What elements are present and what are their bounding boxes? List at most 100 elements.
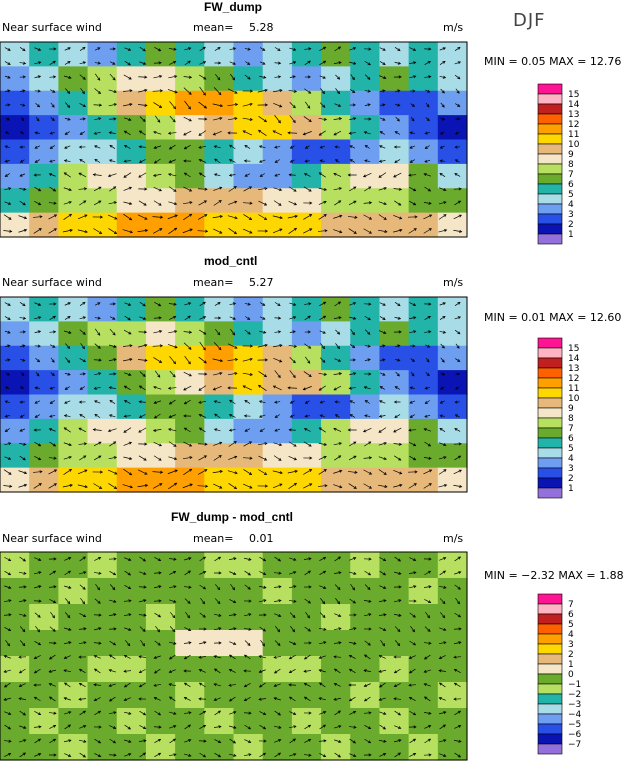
heatmap-cell: [408, 552, 439, 579]
wind-arrow: [258, 739, 267, 743]
colorbar-tick-label: 1: [568, 660, 574, 670]
heatmap-cell: [29, 297, 59, 322]
wind-arrow: [138, 585, 147, 589]
wind-arrow: [184, 724, 192, 730]
heatmap-cell: [350, 66, 381, 92]
colorbar-swatch: [537, 663, 563, 675]
wind-arrow: [94, 413, 101, 418]
wind-arrow: [20, 344, 26, 348]
wind-arrow: [363, 228, 373, 234]
wind-arrow: [259, 752, 267, 758]
wind-arrow: [138, 130, 146, 136]
wind-arrow: [379, 682, 386, 688]
map-frame: [0, 41, 468, 238]
heatmap-cell: [321, 467, 351, 493]
wind-arrow: [77, 229, 88, 234]
wind-arrow: [214, 61, 222, 65]
heatmap-cell: [29, 188, 59, 214]
wind-arrow: [439, 330, 447, 334]
variable-label: Near surface wind: [2, 276, 102, 289]
wind-arrow: [139, 371, 146, 377]
wind-arrow: [167, 386, 177, 390]
colorbar-swatch: [537, 653, 563, 665]
wind-arrow: [138, 400, 146, 404]
wind-arrow: [4, 330, 11, 334]
wind-arrow: [348, 725, 357, 729]
wind-arrow: [4, 400, 10, 404]
wind-arrow: [33, 696, 41, 702]
wind-arrow: [35, 102, 41, 108]
wind-arrow: [318, 172, 326, 178]
wind-arrow: [304, 343, 312, 349]
wind-arrow: [424, 131, 430, 135]
wind-arrow: [154, 46, 162, 52]
wind-arrow: [198, 682, 206, 688]
wind-arrow: [228, 186, 237, 192]
wind-arrow: [93, 655, 101, 659]
wind-arrow: [153, 400, 162, 404]
colorbar-tick-label: 15: [568, 344, 579, 354]
heatmap-cell: [145, 418, 176, 444]
wind-arrow: [364, 74, 371, 80]
wind-arrow: [79, 103, 87, 107]
heatmap-cell: [29, 321, 59, 347]
wind-arrow: [334, 752, 342, 758]
wind-arrow: [228, 200, 238, 205]
wind-arrow: [394, 47, 401, 52]
wind-arrow: [333, 668, 341, 674]
wind-arrow: [153, 668, 161, 674]
wind-arrow: [183, 172, 191, 178]
wind-arrow: [4, 752, 12, 757]
wind-arrow: [257, 88, 268, 93]
wind-arrow: [19, 626, 26, 633]
wind-arrow: [273, 655, 282, 659]
map-frame: [0, 296, 468, 493]
heatmap-cell: [175, 578, 205, 605]
wind-arrow: [274, 556, 282, 562]
wind-arrow: [409, 75, 417, 79]
wind-arrow: [184, 627, 192, 632]
heatmap-cell: [58, 345, 89, 371]
wind-arrow: [439, 315, 446, 320]
wind-arrow: [63, 682, 71, 688]
wind-arrow: [303, 228, 313, 234]
wind-arrow: [20, 358, 26, 362]
heatmap-cell: [29, 163, 59, 189]
wind-arrow: [319, 641, 327, 645]
heatmap-cell: [116, 163, 147, 189]
wind-arrow: [107, 214, 118, 220]
wind-arrow: [378, 172, 387, 178]
wind-arrow: [168, 482, 178, 490]
heatmap-cell: [87, 66, 118, 92]
wind-arrow: [378, 739, 387, 743]
wind-arrow: [78, 442, 88, 446]
wind-arrow: [304, 400, 310, 404]
wind-arrow: [423, 696, 431, 702]
wind-arrow: [19, 455, 26, 461]
wind-arrow: [4, 682, 11, 688]
wind-arrow: [34, 131, 40, 135]
wind-arrow: [409, 386, 415, 390]
wind-arrow: [154, 301, 162, 307]
wind-arrow: [138, 187, 148, 191]
wind-arrow: [394, 710, 402, 716]
wind-arrow: [364, 584, 371, 590]
wind-arrow: [304, 145, 310, 149]
wind-arrow: [4, 724, 12, 730]
colorbar-tick-label: 10: [568, 140, 580, 150]
wind-arrow: [34, 159, 40, 163]
heatmap-cell: [29, 345, 59, 371]
wind-arrow: [349, 738, 357, 744]
wind-arrow: [333, 484, 343, 489]
wind-arrow: [273, 697, 281, 701]
wind-arrow: [349, 145, 356, 149]
heatmap-cell: [350, 321, 381, 347]
wind-arrow: [380, 344, 386, 348]
heatmap-cell: [58, 578, 89, 605]
heatmap-cell: [175, 467, 205, 493]
wind-arrow: [378, 599, 387, 603]
units-label: m/s: [443, 21, 464, 34]
wind-arrow: [5, 386, 10, 390]
heatmap-cell: [29, 115, 59, 141]
wind-arrow: [305, 611, 310, 619]
